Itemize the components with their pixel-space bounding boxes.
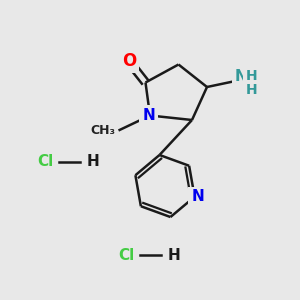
Text: Cl: Cl	[118, 248, 134, 262]
Text: H: H	[246, 83, 258, 97]
Text: O: O	[122, 52, 136, 70]
Text: H: H	[246, 70, 258, 83]
Text: N: N	[191, 189, 204, 204]
Text: N: N	[142, 108, 155, 123]
Text: H: H	[168, 248, 180, 262]
Text: N: N	[235, 69, 248, 84]
Text: CH₃: CH₃	[91, 124, 116, 137]
Text: Cl: Cl	[37, 154, 53, 169]
Text: H: H	[87, 154, 99, 169]
